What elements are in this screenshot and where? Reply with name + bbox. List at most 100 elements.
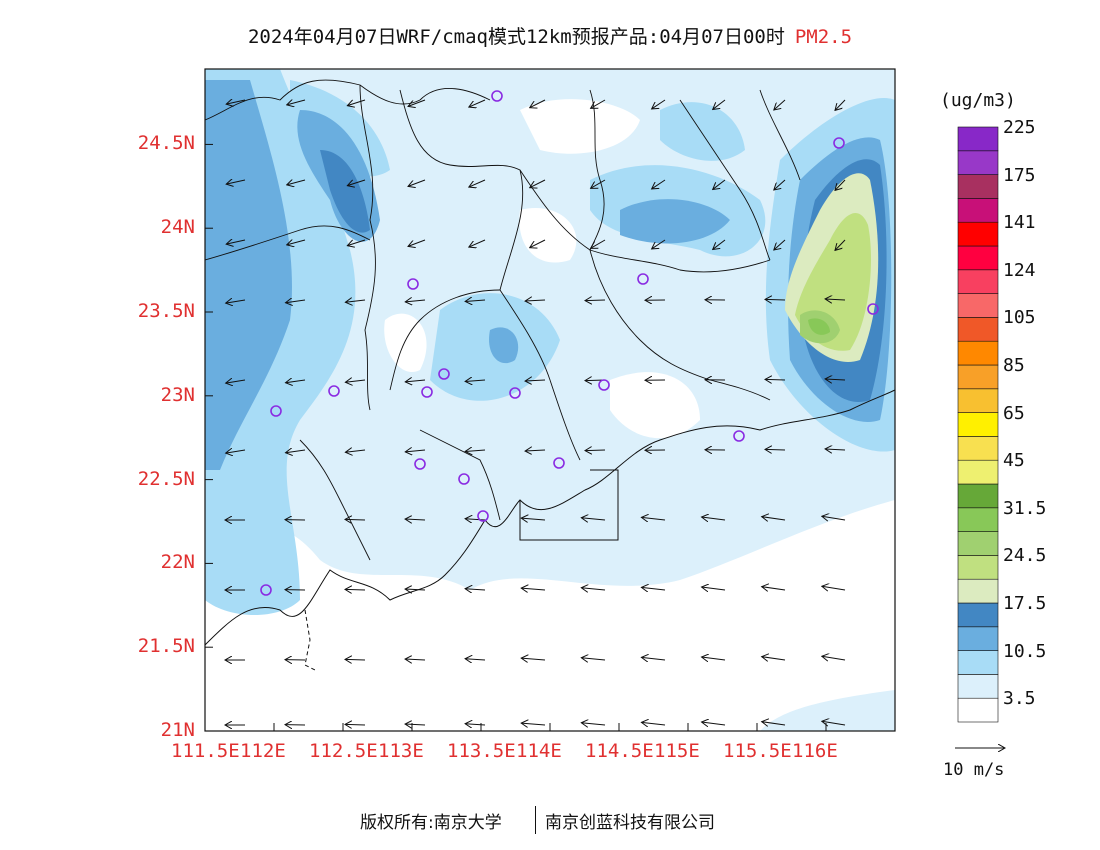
wind-vector (591, 239, 606, 248)
x-tick-label: 111.5E (171, 740, 240, 762)
y-tick-label: 21.5N (137, 635, 195, 658)
colorbar-swatch (957, 555, 999, 580)
wind-vector (774, 239, 786, 250)
wind-vector (822, 721, 846, 725)
y-tick-label: 23N (160, 383, 195, 406)
pm25-band-west-inner (205, 80, 292, 470)
colorbar-swatch (957, 436, 999, 461)
y-tick-label: 21N (160, 719, 195, 741)
wind-vector (226, 100, 246, 104)
colorbar-swatch (957, 221, 999, 247)
x-tick-label: 115.5E (723, 740, 792, 762)
colorbar-swatch (957, 531, 999, 556)
pm25-band-mid-inner (489, 327, 519, 364)
wind-scale-label: 10 m/s (943, 760, 1005, 780)
wind-vector (521, 588, 546, 590)
wind-vector (405, 659, 426, 660)
y-tick-label: 22N (160, 551, 195, 574)
wind-vector (469, 239, 486, 247)
wind-vector (641, 722, 666, 725)
colorbar-swatch (957, 364, 999, 390)
wind-vector (345, 589, 366, 590)
colorbar-swatch (957, 150, 999, 175)
wind-vector (347, 179, 366, 186)
colorbar (957, 126, 999, 723)
wind-vector (822, 516, 846, 520)
wind-vector (713, 239, 726, 249)
station-marker (270, 405, 282, 417)
colorbar-swatch (957, 293, 999, 318)
wind-vector (835, 99, 846, 110)
colorbar-swatch (957, 578, 999, 604)
pm25-band-ne-inner (620, 199, 730, 244)
colorbar-label: 124 (1003, 259, 1036, 281)
station-marker (438, 368, 450, 380)
wind-vector (465, 659, 486, 660)
pm25-clean-patch (384, 313, 427, 372)
wind-vector (465, 519, 486, 520)
wind-vector (581, 588, 606, 590)
colorbar-label: 45 (1003, 450, 1025, 472)
pm25-clean-sea-area (205, 500, 895, 731)
wind-vector (591, 99, 606, 108)
colorbar-label: 31.5 (1003, 497, 1047, 519)
colorbar-swatch (957, 412, 999, 437)
colorbar-swatch (957, 697, 999, 723)
wind-vector (585, 450, 606, 451)
wind-vector (465, 450, 486, 451)
wind-vector (226, 380, 246, 383)
wind-vector (525, 300, 546, 301)
wind-vector (652, 179, 666, 189)
wind-vector (825, 449, 846, 450)
wind-vector (581, 518, 606, 520)
wind-vector (465, 300, 486, 301)
colorbar-label: 141 (1003, 212, 1036, 234)
pm25-clean-patch (519, 208, 577, 263)
wind-vector (585, 300, 606, 301)
wind-vector (641, 657, 666, 660)
wind-vector (581, 723, 606, 725)
wind-vector (713, 179, 726, 189)
wind-vector (345, 380, 366, 382)
wind-vector (525, 450, 546, 451)
wind-vector (405, 380, 426, 382)
pm25-clean-patch (610, 372, 700, 439)
wind-vector (408, 179, 426, 186)
wind-vector (591, 179, 606, 188)
x-tick-label: 115E (654, 740, 700, 762)
wind-vector (465, 724, 486, 725)
wind-vector (641, 587, 666, 590)
station-marker (328, 385, 340, 397)
y-tick-label: 23.5N (137, 300, 195, 322)
pm25-band-ne2 (660, 102, 745, 161)
station-marker (637, 273, 649, 285)
wind-vector (581, 658, 606, 660)
wind-vector (287, 180, 306, 185)
wind-vector (652, 99, 666, 109)
x-tick-label: 116E (792, 740, 838, 762)
wind-vector (762, 587, 786, 590)
station-marker (598, 379, 610, 391)
colorbar-label: 65 (1003, 402, 1025, 424)
wind-vector (405, 519, 426, 520)
coastline (205, 389, 895, 646)
station-marker (421, 386, 433, 398)
x-tick-label: 114E (516, 740, 562, 762)
y-tick-label: 24.5N (137, 132, 195, 155)
station-marker (833, 137, 845, 149)
wind-vector (713, 99, 726, 109)
colorbar-swatch (957, 650, 999, 675)
x-tick-label: 112.5E (309, 740, 378, 762)
colorbar-swatch (957, 483, 999, 509)
colorbar-label: 10.5 (1003, 640, 1047, 662)
wind-vector (347, 99, 366, 106)
colorbar-swatch (957, 245, 999, 271)
wind-vector (774, 179, 786, 190)
station-marker (867, 303, 879, 315)
y-tick-marks (205, 143, 213, 732)
x-tick-label: 113E (378, 740, 424, 762)
colorbar-label: 105 (1003, 307, 1036, 329)
wind-vector (702, 722, 726, 725)
y-tick-label: 24N (160, 216, 195, 239)
station-marker (509, 387, 521, 399)
